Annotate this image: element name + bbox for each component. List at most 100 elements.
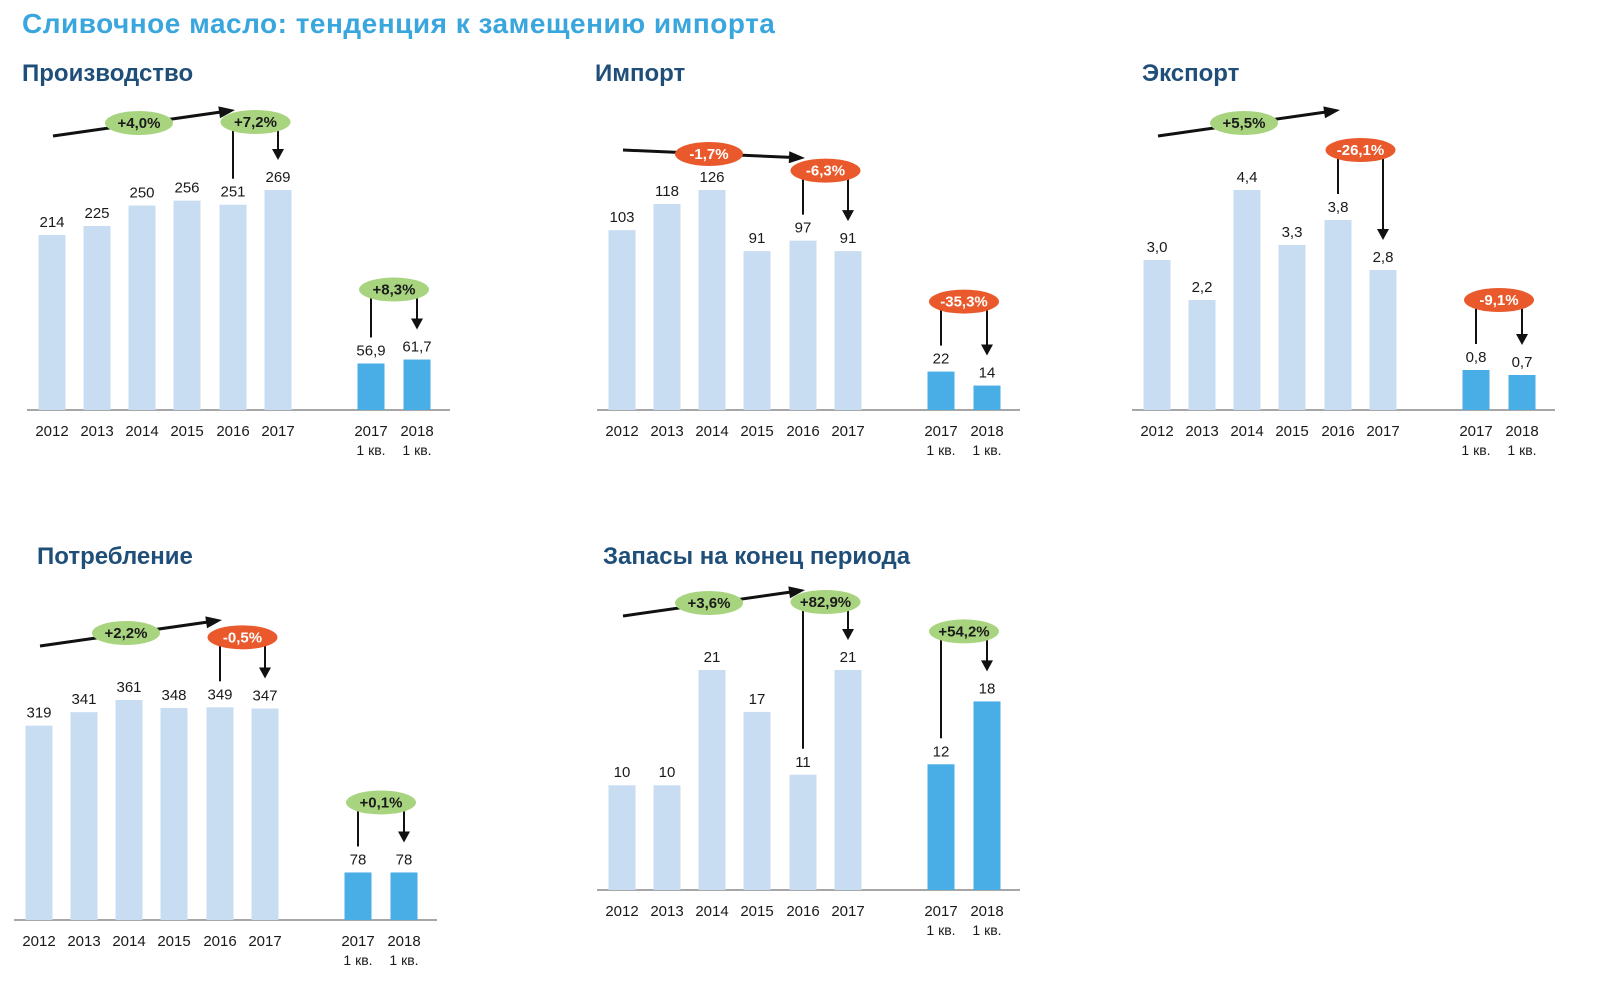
category-label: 2014 (125, 423, 158, 440)
change-badge-label: -0,5% (223, 629, 262, 646)
category-label: 2014 (1230, 423, 1263, 440)
data-label: 10 (659, 764, 676, 781)
bracket-arrowhead (842, 210, 854, 222)
category-label: 2017 (1366, 423, 1399, 440)
change-badge (207, 625, 278, 650)
data-label: 214 (39, 214, 64, 231)
change-badge (929, 289, 999, 314)
data-label: 56,9 (356, 342, 385, 359)
bar (1324, 220, 1352, 410)
bar (160, 707, 188, 920)
category-label: 2015 (740, 903, 773, 920)
bar (743, 711, 771, 890)
change-badge-label: +8,3% (373, 282, 416, 299)
category-label: 2015 (740, 423, 773, 440)
chart-stocks: 10 2012 10 2013 21 2014 17 2015 11 2016 21 2017 12 20… (597, 586, 1020, 938)
bar (206, 707, 234, 920)
data-label: 91 (840, 230, 857, 247)
trend-badge-label: -1,7% (689, 146, 728, 163)
category-sublabel: 1 кв. (1507, 442, 1536, 458)
data-label: 78 (350, 851, 367, 868)
change-badge-label: -6,3% (806, 163, 845, 180)
category-label: 2016 (786, 423, 819, 440)
data-label: 10 (614, 764, 631, 781)
change-badge-label: +82,9% (800, 594, 851, 611)
data-label: 349 (207, 686, 232, 703)
data-label: 97 (795, 220, 812, 237)
trend-arrowhead (1323, 106, 1340, 119)
change-badge (929, 619, 999, 644)
change-badge-label: -26,1% (1337, 142, 1385, 159)
change-badge (790, 590, 861, 614)
bar (219, 204, 247, 410)
category-sublabel: 1 кв. (972, 442, 1001, 458)
change-badge-label: +54,2% (938, 623, 989, 640)
bar (973, 701, 1001, 890)
bar (357, 363, 385, 410)
trend-badge (92, 621, 160, 645)
category-label: 2018 (970, 903, 1003, 920)
trend-arrowhead (218, 106, 235, 119)
bar (608, 230, 636, 410)
change-badge-label: +0,1% (360, 794, 403, 811)
bracket-arrowhead (1377, 229, 1389, 240)
category-label: 2015 (1275, 423, 1308, 440)
bar (1369, 270, 1397, 410)
category-label: 2012 (1140, 423, 1173, 440)
change-badge-label: -35,3% (940, 294, 988, 311)
category-label: 2013 (1185, 423, 1218, 440)
bracket-arrowhead (981, 344, 993, 356)
trend-arrowhead (788, 151, 805, 164)
category-label: 2017 (924, 903, 957, 920)
bar (698, 190, 726, 410)
chart-import: 103 2012 118 2013 126 2014 91 2015 97 2016 91 2017 2… (597, 142, 1020, 458)
category-label: 2014 (112, 933, 145, 950)
bar (70, 712, 98, 920)
data-label: 361 (116, 679, 141, 696)
category-label: 2015 (157, 933, 190, 950)
bracket-arrowhead (398, 831, 410, 843)
data-label: 91 (749, 230, 766, 247)
category-label: 2018 (970, 423, 1003, 440)
data-label: 348 (161, 687, 186, 704)
trend-badge (675, 591, 743, 615)
category-sublabel: 1 кв. (389, 952, 418, 968)
chart-production: 214 2012 225 2013 250 2014 256 2015 251 2016 269 20… (27, 106, 450, 458)
bar (653, 785, 681, 890)
change-badge (220, 110, 291, 134)
data-label: 14 (979, 365, 996, 382)
bar (653, 203, 681, 410)
category-label: 2014 (695, 903, 728, 920)
bar (1233, 190, 1261, 410)
data-label: 21 (704, 649, 721, 666)
category-label: 2017 (341, 933, 374, 950)
category-label: 2016 (786, 903, 819, 920)
bracket-arrowhead (411, 318, 423, 330)
category-sublabel: 1 кв. (972, 922, 1001, 938)
chart-title-consumption: Потребление (37, 543, 193, 570)
bar (115, 700, 143, 920)
category-label: 2012 (605, 423, 638, 440)
category-label: 2013 (67, 933, 100, 950)
category-sublabel: 1 кв. (343, 952, 372, 968)
category-label: 2013 (650, 423, 683, 440)
data-label: 341 (71, 691, 96, 708)
data-label: 256 (174, 180, 199, 197)
category-label: 2017 (354, 423, 387, 440)
bar (743, 251, 771, 410)
data-label: 3,8 (1328, 199, 1349, 216)
data-label: 22 (933, 351, 950, 368)
category-label: 2017 (924, 423, 957, 440)
category-sublabel: 1 кв. (1461, 442, 1490, 458)
data-label: 17 (749, 691, 766, 708)
category-label: 2018 (400, 423, 433, 440)
chart-title-production: Производство (22, 60, 194, 87)
change-badge (346, 790, 416, 815)
trend-badge (105, 111, 173, 135)
data-label: 2,2 (1192, 279, 1213, 296)
change-badge-label: -9,1% (1479, 292, 1518, 309)
change-badge (359, 277, 429, 302)
trend-badge-label: +2,2% (105, 625, 148, 642)
bar (390, 872, 418, 920)
bracket-arrowhead (842, 629, 854, 640)
